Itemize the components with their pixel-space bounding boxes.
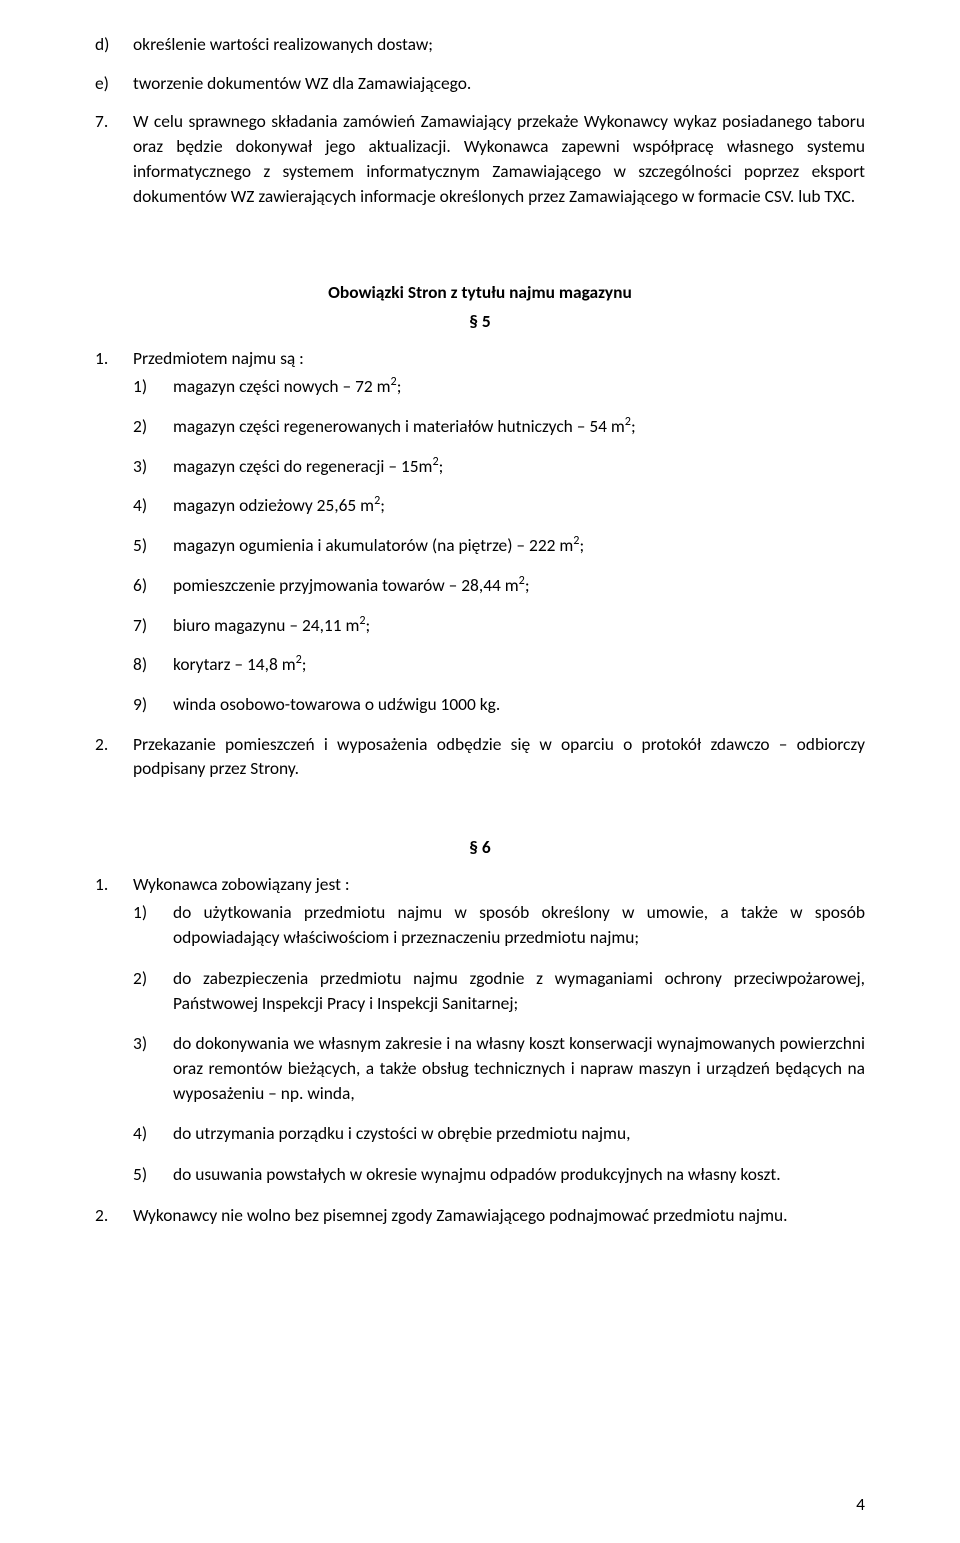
s5-item-text: magazyn części regenerowanych i materiał… — [173, 415, 636, 437]
s6-item-text: do dokonywania we własnym zakresie i na … — [173, 1032, 865, 1103]
alpha-item-text: określenie wartości realizowanych dostaw… — [133, 33, 433, 55]
spacer — [95, 795, 865, 817]
s5-item-text: magazyn odzieżowy 25,65 m2; — [173, 494, 385, 516]
s6-item-2: do zabezpieczenia przedmiotu najmu zgodn… — [173, 966, 865, 1015]
paragraph-7: W celu sprawnego składania zamówień Zama… — [133, 109, 865, 208]
s6-item-text: do zabezpieczenia przedmiotu najmu zgodn… — [173, 967, 865, 1014]
section-5-point-2: Przekazanie pomieszczeń i wyposażenia od… — [133, 732, 865, 781]
s5-item-text: korytarz – 14,8 m2; — [173, 653, 306, 675]
s6-item-text: do użytkowania przedmiotu najmu w sposób… — [173, 901, 865, 948]
s5-item-8: korytarz – 14,8 m2; — [173, 652, 865, 677]
s5-item-text: magazyn części do regeneracji – 15m2; — [173, 455, 443, 477]
section-6-list: Wykonawca zobowiązany jest : do użytkowa… — [95, 872, 865, 1228]
s5-item-1: magazyn części nowych – 72 m2; — [173, 374, 865, 399]
s5-item-5: magazyn ogumienia i akumulatorów (na pię… — [173, 533, 865, 558]
page-number: 4 — [856, 1492, 865, 1517]
s5-item-text: magazyn ogumienia i akumulatorów (na pię… — [173, 534, 584, 556]
s5-item-text: magazyn części nowych – 72 m2; — [173, 375, 401, 397]
s6-item-4: do utrzymania porządku i czystości w obr… — [173, 1121, 865, 1146]
s5-item-9: winda osobowo-towarowa o udźwigu 1000 kg… — [173, 692, 865, 717]
s5-item-2: magazyn części regenerowanych i materiał… — [173, 414, 865, 439]
s6-item-5: do usuwania powstałych w okresie wynajmu… — [173, 1162, 865, 1187]
s5-item-text: biuro magazynu – 24,11 m2; — [173, 614, 370, 636]
s6-item-text: do utrzymania porządku i czystości w obr… — [173, 1122, 630, 1144]
s5-item-text: pomieszczenie przyjmowania towarów – 28,… — [173, 574, 530, 596]
s5-item-4: magazyn odzieżowy 25,65 m2; — [173, 493, 865, 518]
s6-item-3: do dokonywania we własnym zakresie i na … — [173, 1031, 865, 1105]
section-5-point-1-text: Przedmiotem najmu są : — [133, 347, 304, 369]
s6-item-1: do użytkowania przedmiotu najmu w sposób… — [173, 900, 865, 949]
section-5-number: § 5 — [95, 309, 865, 334]
section-5-list: Przedmiotem najmu są : magazyn części no… — [95, 346, 865, 781]
section-6-point-2-text: Wykonawcy nie wolno bez pisemnej zgody Z… — [133, 1204, 788, 1226]
section-6-sublist: do użytkowania przedmiotu najmu w sposób… — [133, 900, 865, 1186]
section-5-point-1: Przedmiotem najmu są : magazyn części no… — [133, 346, 865, 717]
paragraph-7-text: W celu sprawnego składania zamówień Zama… — [133, 110, 865, 206]
numbered-paragraph-7: W celu sprawnego składania zamówień Zama… — [95, 109, 865, 208]
s5-item-7: biuro magazynu – 24,11 m2; — [173, 613, 865, 638]
spacer — [95, 222, 865, 244]
section-5-point-2-text: Przekazanie pomieszczeń i wyposażenia od… — [133, 733, 865, 780]
section-6-point-1: Wykonawca zobowiązany jest : do użytkowa… — [133, 872, 865, 1187]
alpha-item-d: określenie wartości realizowanych dostaw… — [133, 32, 865, 57]
section-5-title: Obowiązki Stron z tytułu najmu magazynu — [95, 280, 865, 305]
section-6-number: § 6 — [95, 835, 865, 860]
alpha-item-text: tworzenie dokumentów WZ dla Zamawiająceg… — [133, 72, 471, 94]
s5-item-3: magazyn części do regeneracji – 15m2; — [173, 454, 865, 479]
section-5-sublist: magazyn części nowych – 72 m2; magazyn c… — [133, 374, 865, 716]
section-6-point-2: Wykonawcy nie wolno bez pisemnej zgody Z… — [133, 1203, 865, 1228]
section-6-point-1-text: Wykonawca zobowiązany jest : — [133, 873, 349, 895]
s5-item-text: winda osobowo-towarowa o udźwigu 1000 kg… — [173, 693, 500, 715]
s6-item-text: do usuwania powstałych w okresie wynajmu… — [173, 1163, 781, 1185]
alpha-item-e: tworzenie dokumentów WZ dla Zamawiająceg… — [133, 71, 865, 96]
s5-item-6: pomieszczenie przyjmowania towarów – 28,… — [173, 573, 865, 598]
alpha-list: określenie wartości realizowanych dostaw… — [95, 32, 865, 95]
